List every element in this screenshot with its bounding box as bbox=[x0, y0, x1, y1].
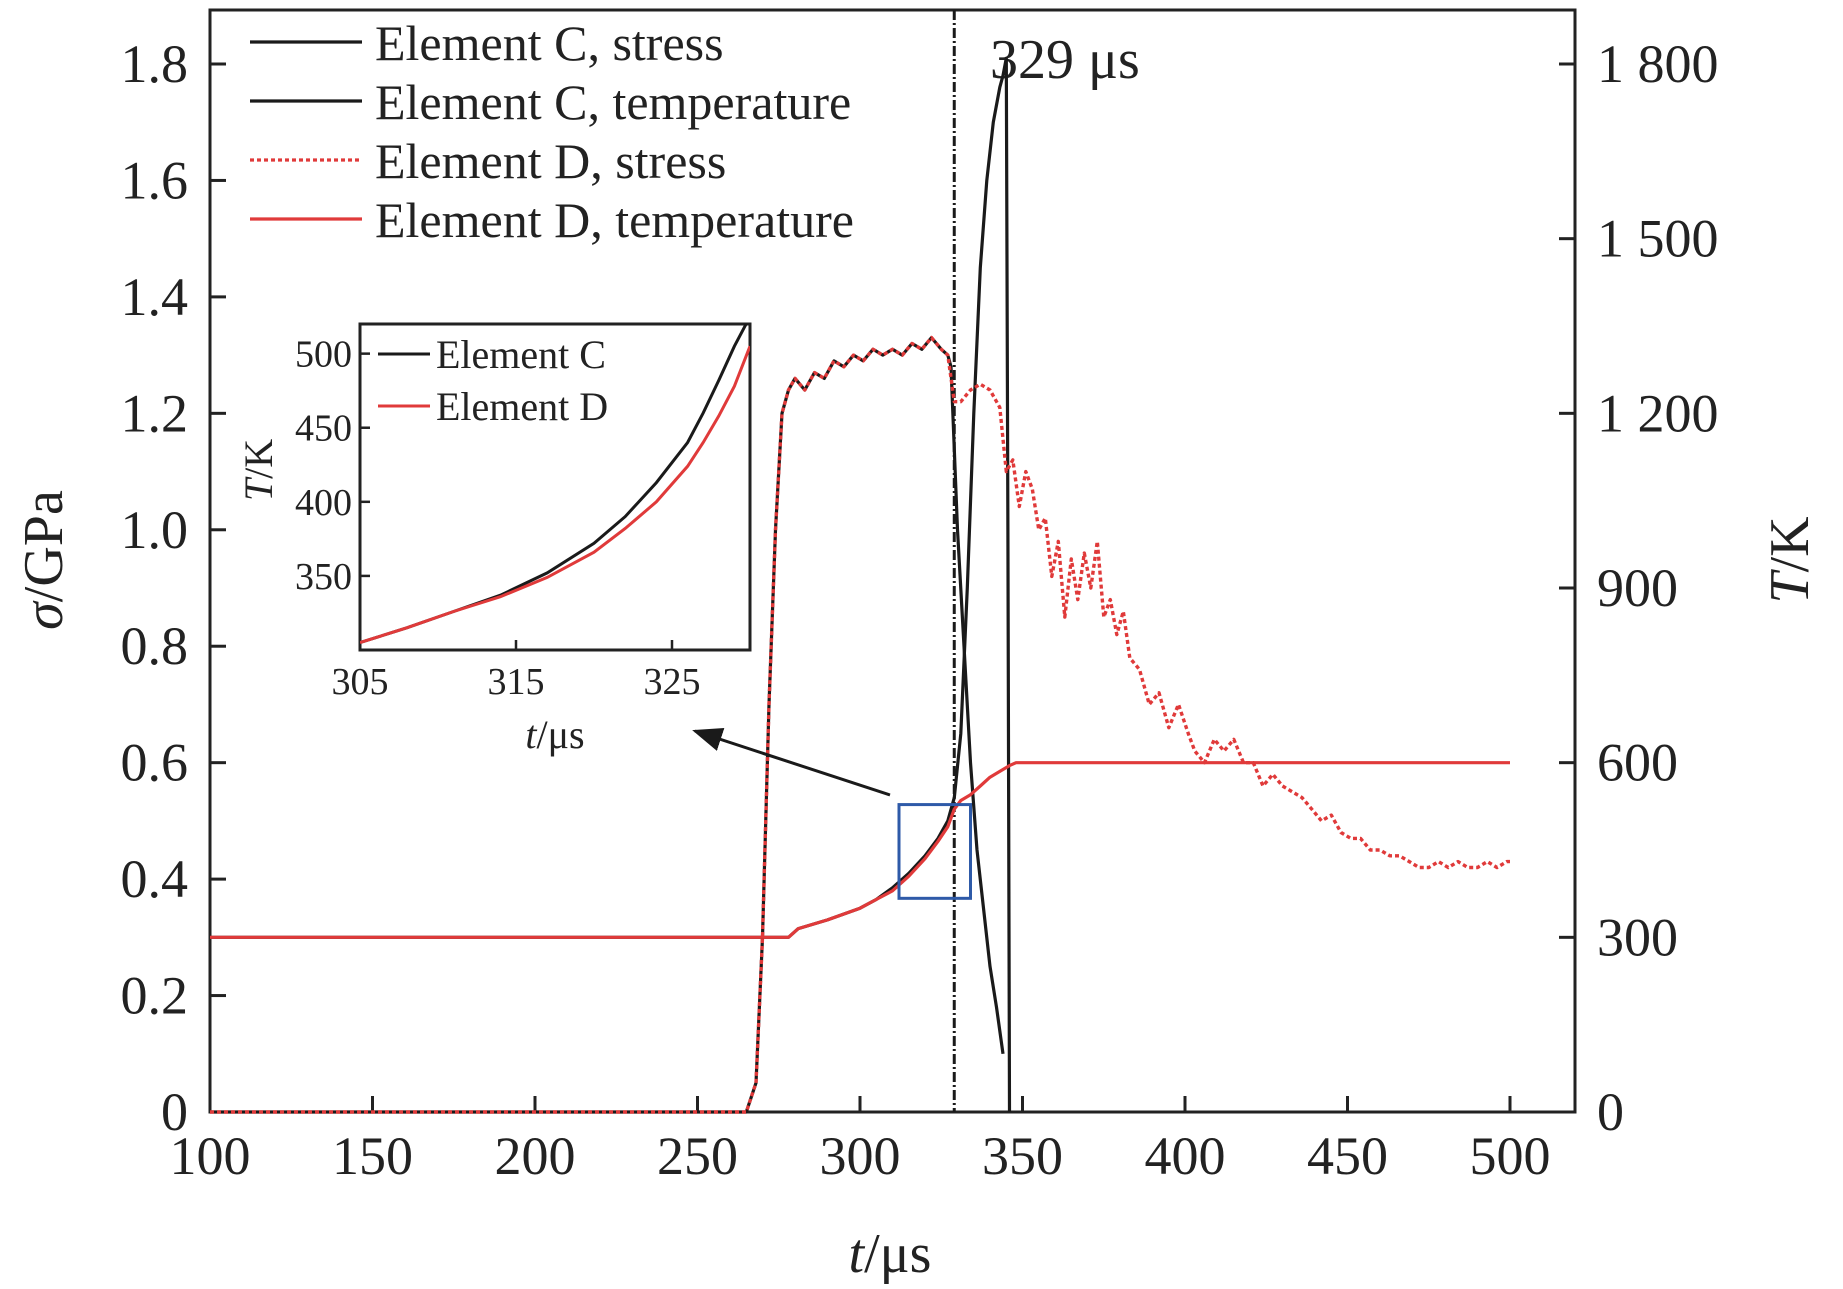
inset-series-group bbox=[360, 324, 750, 645]
inset-chart: 305 315 325 350 400 450 500 t/μs T/K Element C Ele… bbox=[236, 322, 752, 757]
x-tick-label: 100 bbox=[170, 1126, 251, 1186]
series-group bbox=[210, 56, 1510, 1114]
inset-y-axis-label: T/K bbox=[236, 439, 281, 501]
inset-x-tick-label: 305 bbox=[332, 661, 389, 703]
y-right-tick-label: 900 bbox=[1597, 558, 1678, 618]
legend-entry: Element D, temperature bbox=[375, 192, 854, 248]
y-left-tick-label: 0 bbox=[161, 1082, 188, 1142]
inset-y-tick-label: 350 bbox=[295, 556, 352, 598]
y-left-axis-label-italic: σ bbox=[13, 600, 75, 630]
y-right-tick-label: 1 500 bbox=[1597, 209, 1719, 269]
y-right-axis-label-italic: T bbox=[1759, 569, 1821, 604]
x-tick-label: 300 bbox=[820, 1126, 901, 1186]
x-axis-label-italic: t bbox=[849, 1223, 866, 1285]
y-right-axis-label: T/K bbox=[1759, 516, 1821, 603]
x-tick-label: 500 bbox=[1470, 1126, 1551, 1186]
series-line-3 bbox=[210, 761, 1510, 939]
x-tick-label: 350 bbox=[982, 1126, 1063, 1186]
y-left-axis-ticks: 0 0.2 0.4 0.6 0.8 1.0 1.2 1.4 1.6 1.8 bbox=[121, 34, 226, 1142]
y-right-tick-label: 1 800 bbox=[1597, 34, 1719, 94]
inset-y-axis-label-unit: /K bbox=[236, 439, 281, 479]
y-left-axis-label: σ/GPa bbox=[13, 490, 75, 630]
inset-x-tick-label: 325 bbox=[644, 661, 701, 703]
inset-x-tick-label: 315 bbox=[488, 661, 545, 703]
inset-series-line-1 bbox=[360, 345, 750, 645]
y-left-tick-label: 1.0 bbox=[121, 500, 189, 560]
y-right-axis-label-unit: /K bbox=[1759, 516, 1821, 572]
x-tick-label: 200 bbox=[495, 1126, 576, 1186]
y-right-axis-ticks: 0 300 600 900 1 200 1 500 1 800 bbox=[1559, 34, 1719, 1142]
y-left-tick-label: 0.6 bbox=[121, 733, 189, 793]
inset-x-axis-label-unit: /μs bbox=[537, 712, 585, 757]
inset-x-axis-label-italic: t bbox=[525, 712, 537, 757]
legend-entry: Element C, temperature bbox=[375, 74, 851, 130]
inset-y-tick-label: 450 bbox=[295, 408, 352, 450]
inset-y-tick-label: 400 bbox=[295, 482, 352, 524]
y-right-tick-label: 300 bbox=[1597, 907, 1678, 967]
y-left-tick-label: 0.4 bbox=[121, 849, 189, 909]
y-right-tick-label: 0 bbox=[1597, 1082, 1624, 1142]
y-left-tick-label: 1.6 bbox=[121, 150, 189, 210]
plot-frame bbox=[208, 8, 1577, 1114]
y-left-tick-label: 0.8 bbox=[121, 616, 189, 676]
inset-y-axis-label-italic: T bbox=[236, 476, 281, 501]
x-tick-label: 250 bbox=[657, 1126, 738, 1186]
y-left-tick-label: 0.2 bbox=[121, 966, 189, 1026]
x-axis-label-unit: /μs bbox=[864, 1223, 931, 1285]
series-line-2 bbox=[210, 335, 1510, 1114]
inset-x-axis-label: t/μs bbox=[525, 712, 584, 757]
y-right-tick-label: 1 200 bbox=[1597, 383, 1719, 443]
y-left-axis-label-unit: /GPa bbox=[13, 490, 75, 602]
legend-entry: Element C, stress bbox=[375, 15, 724, 71]
y-left-tick-label: 1.4 bbox=[121, 267, 189, 327]
x-axis-label: t/μs bbox=[849, 1223, 932, 1285]
inset-legend-entry: Element D bbox=[436, 384, 608, 429]
x-axis-ticks: 100 150 200 250 300 350 400 450 500 bbox=[170, 1096, 1551, 1186]
y-left-tick-label: 1.2 bbox=[121, 383, 189, 443]
inset-legend-entry: Element C bbox=[436, 332, 606, 377]
zoom-arrow bbox=[692, 728, 891, 797]
x-tick-label: 400 bbox=[1145, 1126, 1226, 1186]
x-tick-label: 150 bbox=[332, 1126, 413, 1186]
legend-entry: Element D, stress bbox=[375, 133, 726, 189]
x-tick-label: 450 bbox=[1307, 1126, 1388, 1186]
marker-annotation: 329 μs bbox=[990, 29, 1140, 91]
zoom-box bbox=[897, 803, 972, 900]
inset-y-tick-label: 500 bbox=[295, 334, 352, 376]
y-right-tick-label: 600 bbox=[1597, 733, 1678, 793]
y-left-tick-label: 1.8 bbox=[121, 34, 189, 94]
inset-frame bbox=[358, 322, 752, 652]
